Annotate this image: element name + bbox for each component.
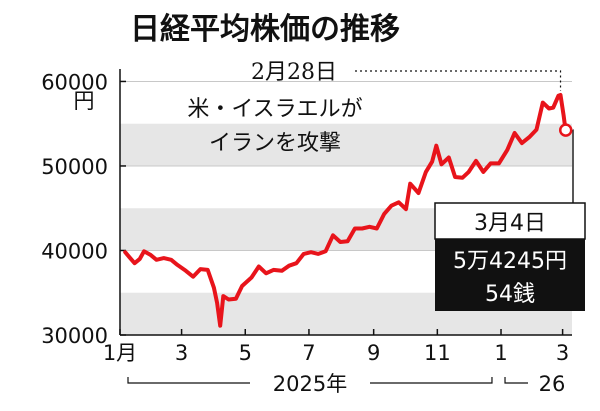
annotation-text-line: イランを攻撃 xyxy=(209,131,341,156)
callout-value-box xyxy=(435,239,585,311)
gray-band-2 xyxy=(120,123,572,166)
year-label: 26 xyxy=(539,372,566,396)
chart-title: 日経平均株価の推移 xyxy=(130,12,400,47)
year-bracket-2025-right xyxy=(370,377,493,384)
callout-value-line: 54銭 xyxy=(485,282,535,307)
x-tick-label: 7 xyxy=(302,341,315,365)
y-tick-label: 30000 xyxy=(41,324,108,348)
y-tick-label: 50000 xyxy=(41,155,108,179)
series-line xyxy=(123,93,568,328)
x-tick-label: 5 xyxy=(239,341,252,365)
callout-date-box xyxy=(434,202,586,240)
year-label: 2025年 xyxy=(273,372,347,396)
x-tick-label: 1 xyxy=(494,341,507,365)
y-unit-label: 円 xyxy=(74,89,95,113)
y-tick-label: 40000 xyxy=(41,239,108,263)
year-labels: 2025年 26 xyxy=(127,372,566,396)
x-tick-label: 3 xyxy=(175,341,188,365)
x-tick-label: 11 xyxy=(424,341,451,365)
y-tick-label: 60000 xyxy=(41,70,108,94)
end-point-marker xyxy=(558,123,573,137)
x-tick-label: 1月 xyxy=(103,341,137,365)
y-tick-labels: 30000 40000 50000 60000 xyxy=(41,70,108,348)
x-tick-labels: 1月 3 5 7 9 11 1 3 xyxy=(103,329,569,365)
callout-value-line: 5万4245円 xyxy=(453,249,567,274)
x-tick-label: 9 xyxy=(367,341,380,365)
annotation-date-label: 2月28日 xyxy=(251,60,337,85)
annotation-leader-feb28 xyxy=(355,70,562,91)
annotation-text-line: 米・イスラエルが xyxy=(187,97,362,122)
year-bracket-2026 xyxy=(504,377,528,384)
x-tick-label: 3 xyxy=(556,341,569,365)
year-bracket-2025-left xyxy=(127,377,250,384)
callout-date-label: 3月4日 xyxy=(474,211,546,236)
